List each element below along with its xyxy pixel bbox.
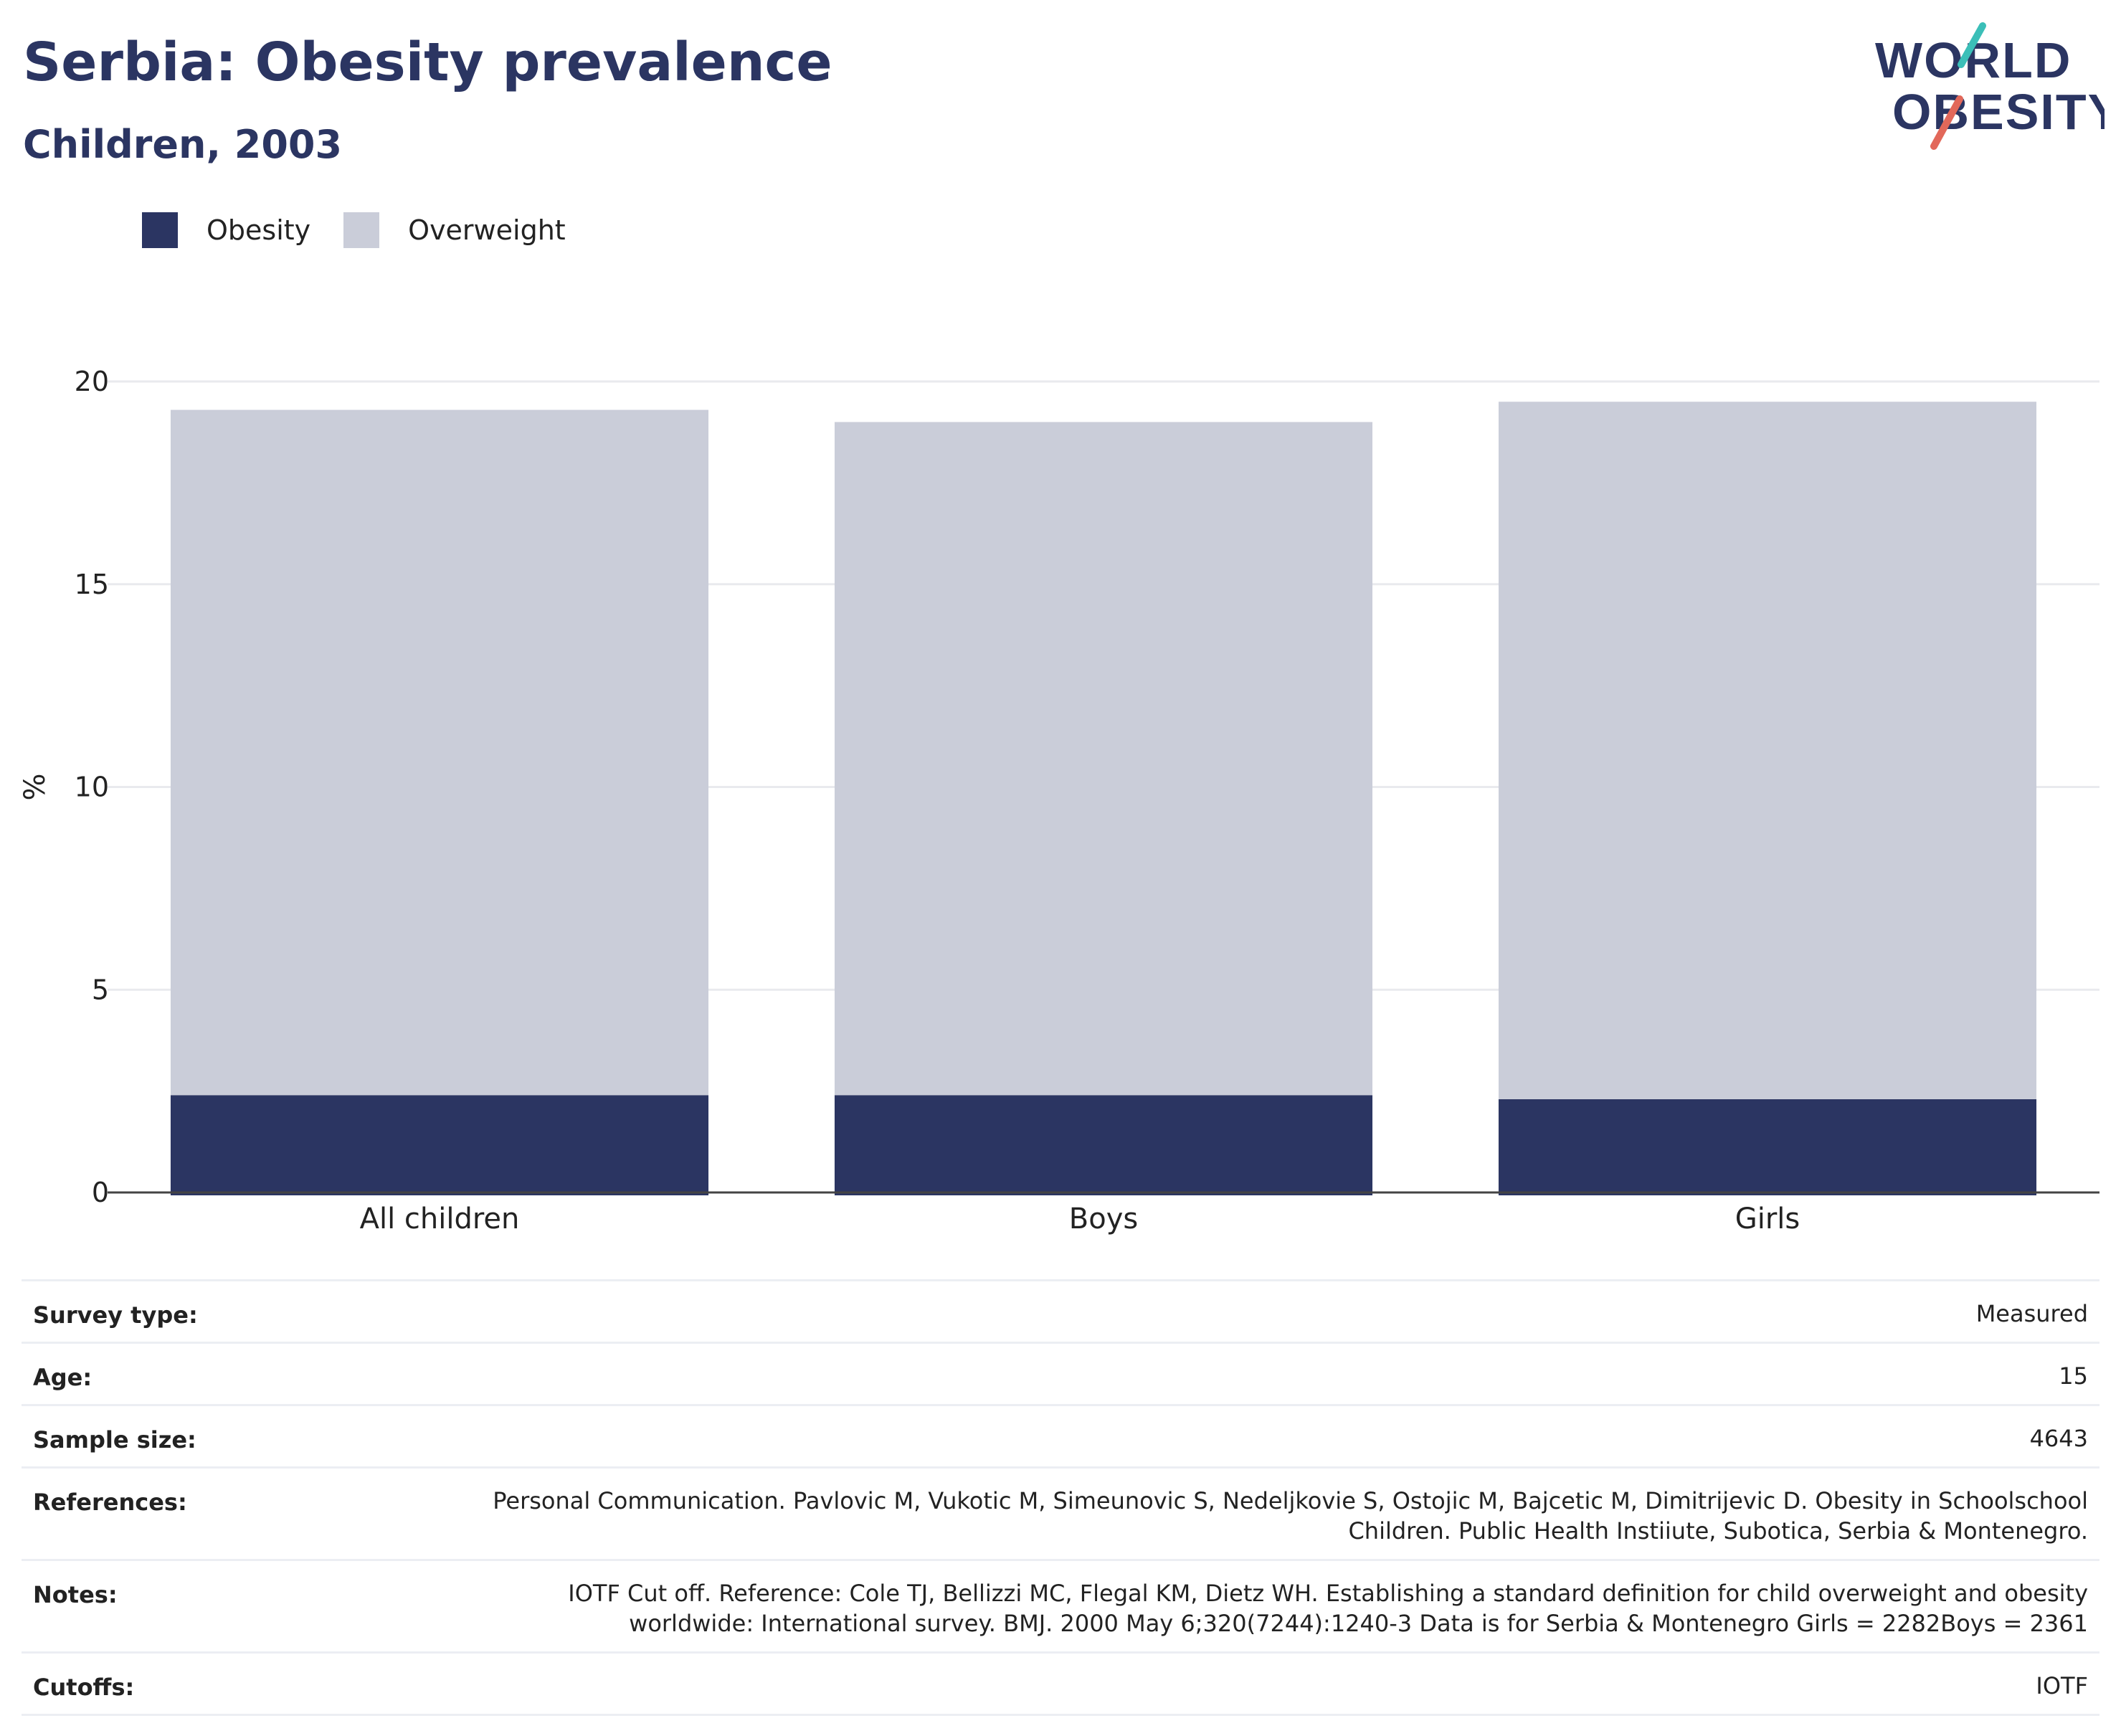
bar-obesity-boys xyxy=(834,1095,1373,1195)
legend-swatch-overweight xyxy=(343,212,380,248)
legend-item-overweight[interactable]: Overweight xyxy=(343,212,566,248)
stacked-bar-chart: 0 5 10 15 20% All children Boys Girls xyxy=(19,366,2099,1235)
y-tick-label: 10 xyxy=(75,772,109,803)
info-row: Sample size: 4643 xyxy=(22,1406,2099,1469)
y-tick-label: 15 xyxy=(75,569,109,600)
x-tick-label: Girls xyxy=(1735,1203,1800,1235)
legend-label-overweight: Overweight xyxy=(408,214,566,246)
info-row-value: 4643 xyxy=(2029,1425,2088,1452)
page-subtitle: Children, 2003 xyxy=(23,122,343,167)
info-row: Notes: IOTF Cut off. Reference: Cole TJ, … xyxy=(22,1561,2099,1654)
x-tick-label: All children xyxy=(360,1203,520,1235)
info-row-label: Age: xyxy=(33,1364,92,1391)
x-tick-label: Boys xyxy=(1069,1203,1138,1235)
y-tick-label: 0 xyxy=(92,1177,109,1208)
info-row: Survey type: Measured xyxy=(22,1281,2099,1344)
bar-overweight-all-children xyxy=(170,409,709,1096)
info-row-label: Cutoffs: xyxy=(33,1674,135,1701)
info-row: Cutoffs: IOTF xyxy=(22,1654,2099,1716)
info-row: Age: 15 xyxy=(22,1344,2099,1406)
y-tick-label: 5 xyxy=(92,974,109,1005)
chart-legend: Obesity Overweight xyxy=(142,212,599,248)
logo-line2: OBESITY xyxy=(1892,84,2105,140)
legend-item-obesity[interactable]: Obesity xyxy=(142,212,310,248)
y-axis-label: % xyxy=(19,773,52,800)
legend-swatch-obesity xyxy=(142,212,178,248)
info-row-value: IOTF xyxy=(2036,1672,2088,1699)
info-row-value: Personal Communication. Pavlovic M, Vuko… xyxy=(493,1487,2088,1545)
info-row-label: Survey type: xyxy=(33,1301,198,1329)
info-row-label: Sample size: xyxy=(33,1426,196,1453)
info-row-value: 15 xyxy=(2059,1362,2088,1390)
world-obesity-logo: WORLD OBESITY xyxy=(1875,22,2105,150)
bar-overweight-boys xyxy=(834,422,1373,1096)
info-row-value: Measured xyxy=(1975,1300,2088,1327)
bar-obesity-girls xyxy=(1498,1099,2037,1195)
survey-info-table: Survey type: Measured Age: 15 Sample size: 46… xyxy=(22,1279,2099,1716)
info-row-label: Notes: xyxy=(33,1581,118,1608)
info-row-label: References: xyxy=(33,1489,187,1516)
info-row: References: Personal Communication. Pavlo… xyxy=(22,1469,2099,1561)
page-title: Serbia: Obesity prevalence xyxy=(23,32,832,93)
info-row-value: IOTF Cut off. Reference: Cole TJ, Belliz… xyxy=(568,1580,2088,1637)
legend-label-obesity: Obesity xyxy=(207,214,311,246)
bar-obesity-all-children xyxy=(170,1095,709,1195)
bar-overweight-girls xyxy=(1498,402,2037,1099)
y-tick-label: 20 xyxy=(75,366,109,397)
